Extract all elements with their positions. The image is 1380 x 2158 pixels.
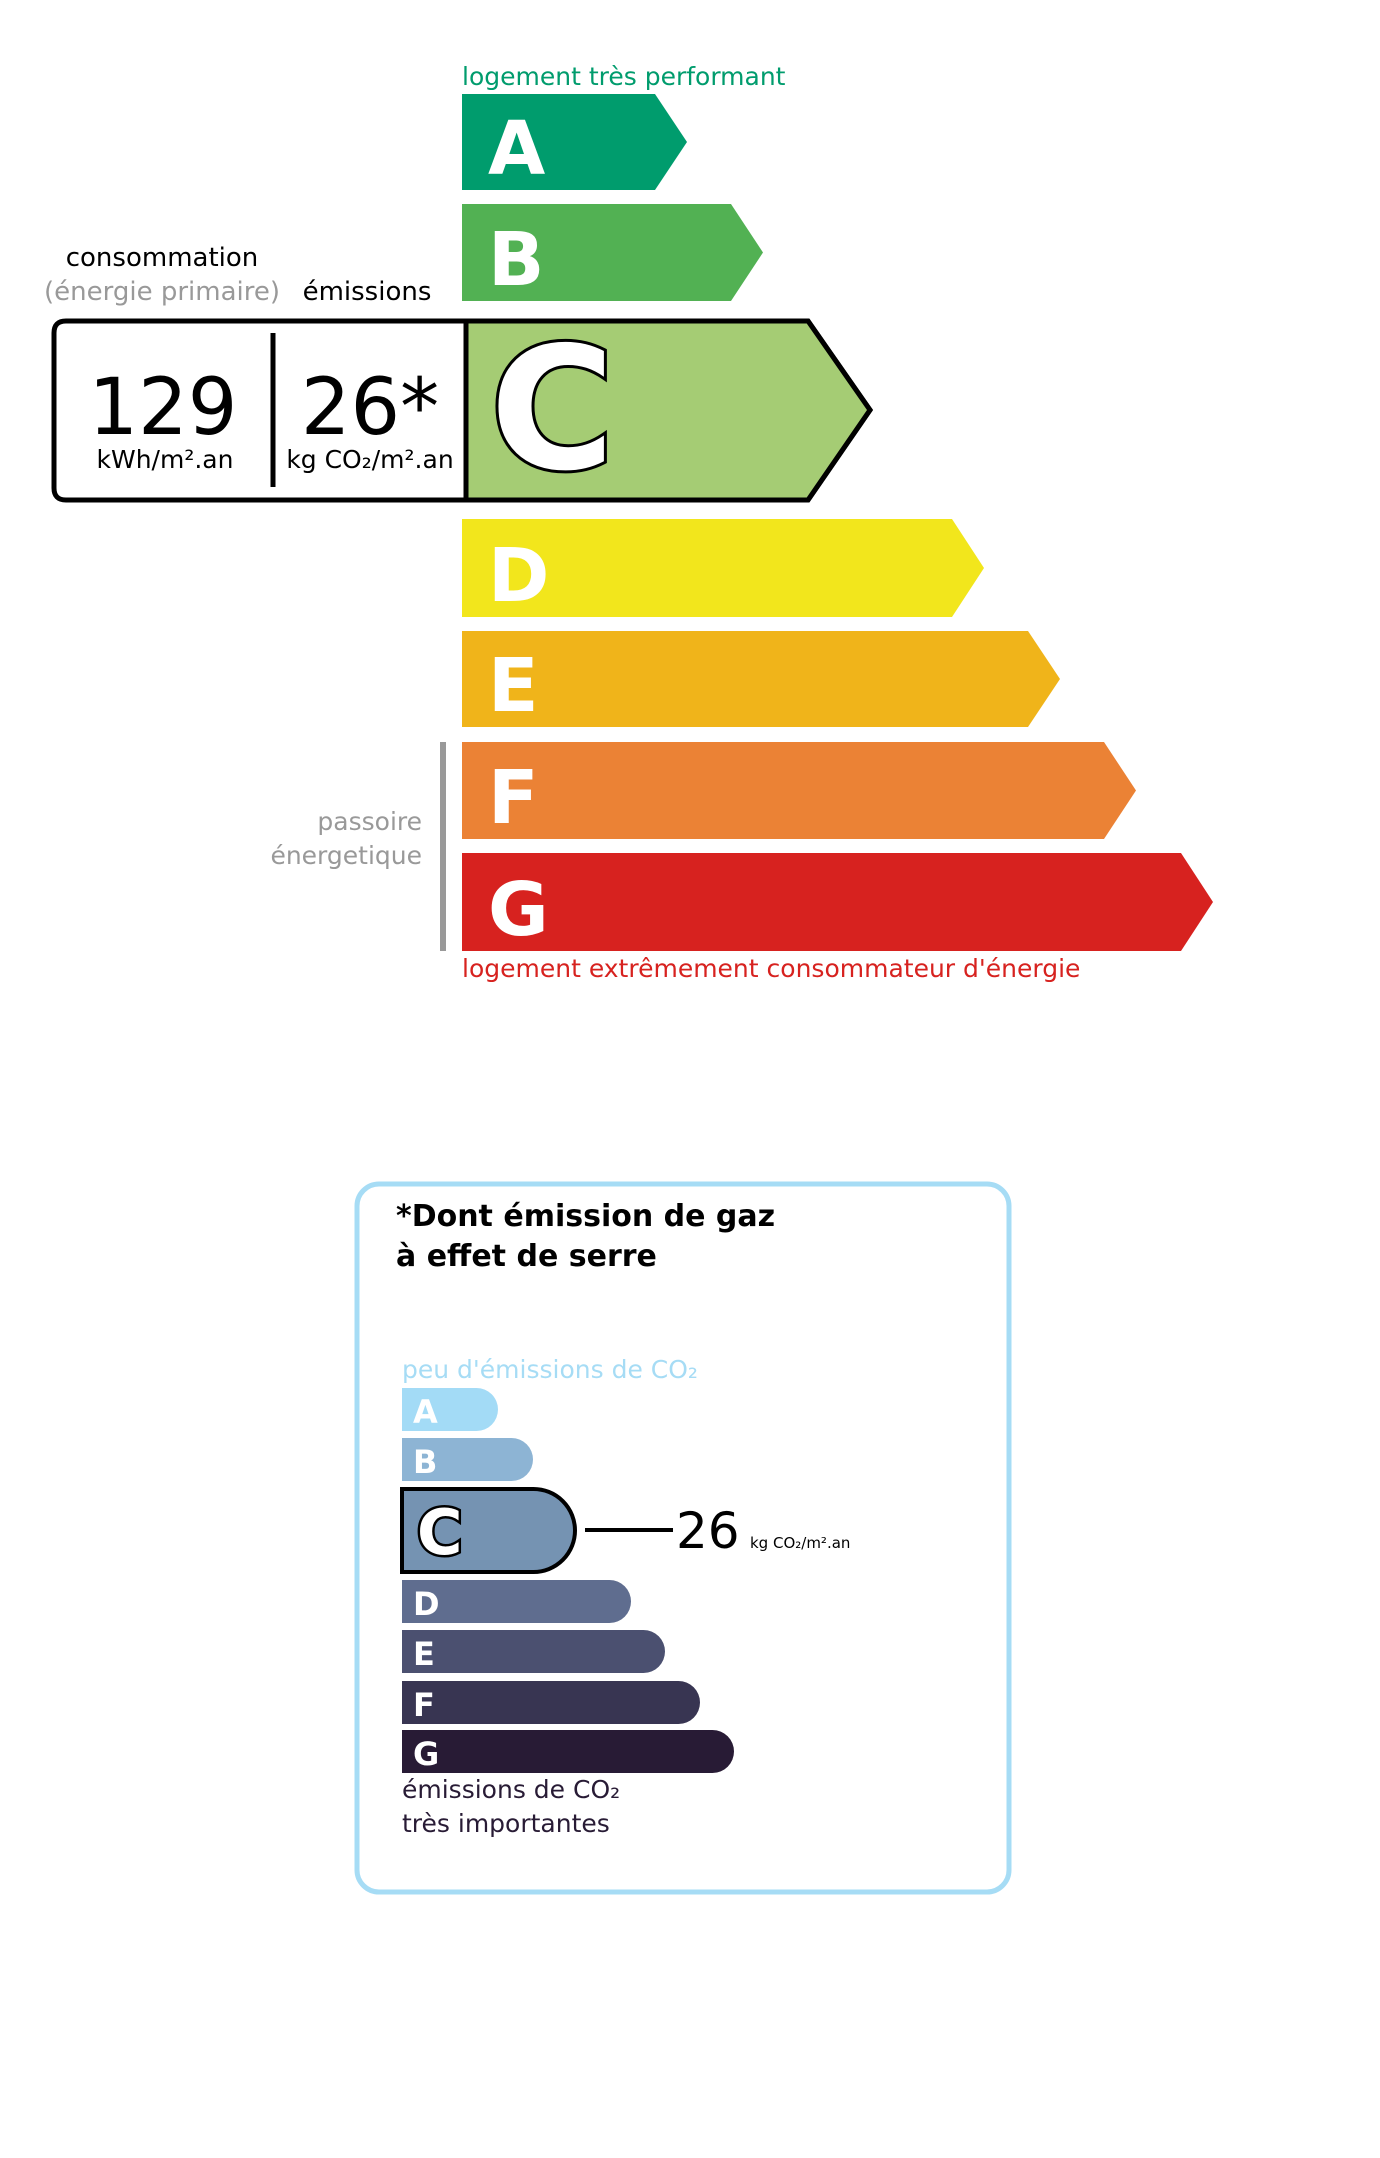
energy-class-c-bar xyxy=(463,318,874,503)
energy-class-g-bar xyxy=(462,853,1213,951)
ges-class-b-letter: B xyxy=(413,1443,437,1481)
ges-class-e-letter: E xyxy=(413,1635,435,1673)
energy-class-f-letter: F xyxy=(488,755,539,841)
ges-class-e-bar xyxy=(402,1630,665,1673)
energy-class-a-letter: A xyxy=(488,106,545,192)
energy-class-d-letter: D xyxy=(488,533,549,619)
ges-class-g-letter: G xyxy=(413,1735,439,1773)
energy-class-b-letter: B xyxy=(488,217,544,303)
ges-class-c-bar xyxy=(400,1487,577,1574)
ges-class-a-bar xyxy=(402,1387,498,1431)
emissions-unit: kg CO₂/m².an xyxy=(286,445,453,474)
ges-title-2: à effet de serre xyxy=(396,1239,657,1274)
ges-class-g-bar xyxy=(402,1730,734,1773)
energy-class-a-bar xyxy=(462,94,687,190)
ges-class-f-bar xyxy=(402,1681,700,1724)
ges-class-a-letter: A xyxy=(413,1393,438,1431)
energy-class-f-bar xyxy=(462,742,1136,839)
consumption-subheader: (énergie primaire) xyxy=(44,277,280,307)
ges-bottom-caption-1: émissions de CO₂ xyxy=(402,1775,620,1804)
ges-bottom-caption-2: très importantes xyxy=(402,1809,610,1838)
consumption-header: consommation xyxy=(66,243,259,273)
ges-unit: kg CO₂/m².an xyxy=(750,1534,850,1552)
ges-class-f-letter: F xyxy=(413,1686,435,1724)
ges-class-d-letter: D xyxy=(413,1585,440,1623)
ges-class-b-bar xyxy=(402,1438,533,1481)
ges-value: 26 xyxy=(676,1502,740,1560)
passoire-label-2: énergetique xyxy=(270,841,422,870)
bottom-caption: logement extrêmement consommateur d'éner… xyxy=(462,954,1080,983)
energy-class-b-bar xyxy=(462,204,763,301)
ges-class-c-letter: C xyxy=(417,1496,463,1569)
energy-class-c-letter: C xyxy=(490,311,615,509)
energy-class-d-bar xyxy=(462,519,984,617)
ges-class-d-bar xyxy=(402,1580,631,1623)
passoire-label-1: passoire xyxy=(317,807,422,836)
emissions-value: 26* xyxy=(301,363,439,453)
ges-top-caption: peu d'émissions de CO₂ xyxy=(402,1355,698,1384)
consumption-unit: kWh/m².an xyxy=(97,445,234,474)
consumption-value: 129 xyxy=(89,363,238,453)
energy-class-e-letter: E xyxy=(488,643,539,729)
ges-title-1: *Dont émission de gaz xyxy=(396,1199,775,1234)
energy-class-g-letter: G xyxy=(488,867,549,953)
energy-class-e-bar xyxy=(462,631,1060,727)
top-caption: logement très performant xyxy=(462,62,786,91)
emissions-header: émissions xyxy=(303,277,432,307)
